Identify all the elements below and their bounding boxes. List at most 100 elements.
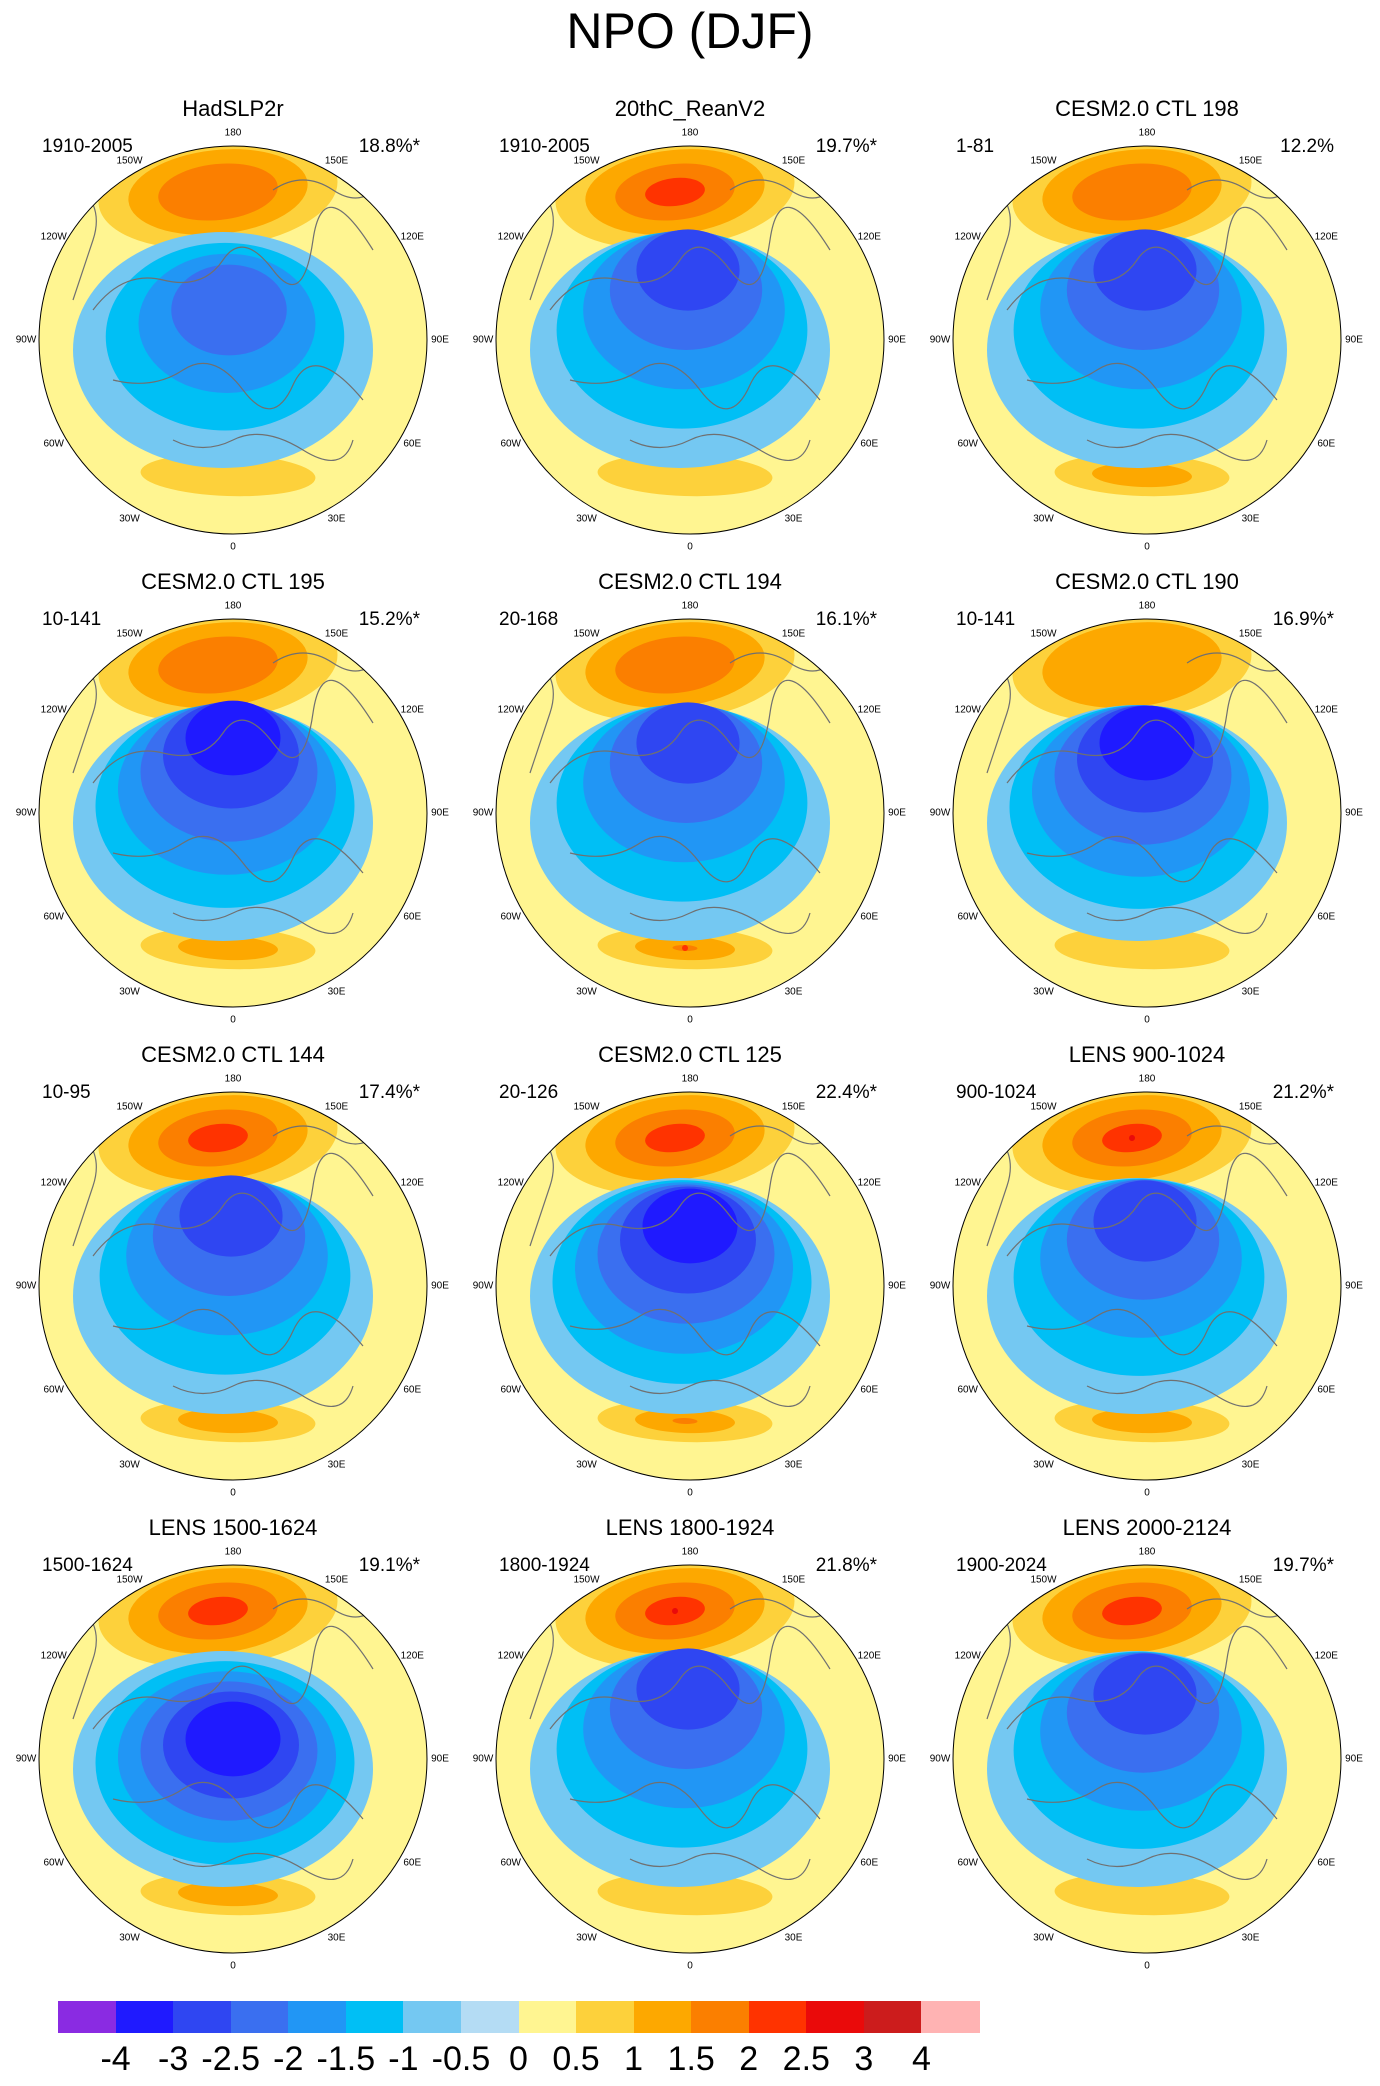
panel-3: CESM2.0 CTL 198 1-81 12.2% 180 150E 120E 90E 60… [919,0,1375,553]
longitude-label: 150W [573,1101,600,1113]
longitude-label: 90E [431,1753,449,1765]
panel-variance: 21.2%* [1272,1082,1334,1103]
map-border [952,145,1342,535]
longitude-label: 120E [857,704,881,715]
polar-low-contour [1099,705,1195,781]
map-border [495,145,885,535]
longitude-label: 90W [929,1753,951,1765]
polar-low-contour [1093,1180,1197,1262]
longitude-label: 30W [119,1932,140,1944]
colorbar-label: 2 [739,2040,759,2078]
longitude-label: 150E [324,1574,349,1586]
north-high-contour [615,636,735,694]
longitude-label: 120W [40,231,67,242]
longitude-label: 30E [327,513,346,525]
south-positive-contour [672,1417,698,1425]
polar-low-contour [185,1701,281,1777]
colorbar-label: -4 [100,2040,131,2078]
longitude-label: 30W [576,513,597,525]
longitude-label: 150W [1030,1574,1057,1586]
longitude-label: 180 [224,600,242,612]
panel-period: 10-141 [42,609,102,630]
colorbar-label: 1 [624,2040,644,2078]
north-high-contour [645,177,705,207]
panel-period: 1900-2024 [956,1555,1047,1576]
longitude-label: 150W [1030,1101,1057,1113]
coastline [549,206,831,311]
panel-title: LENS 1500-1624 [148,1515,318,1540]
panel-period: 1910-2005 [499,136,590,157]
colorbar-label: -3 [158,2040,189,2078]
colorbar-label: 1.5 [667,2040,715,2078]
longitude-label: 60E [1317,1857,1336,1868]
longitude-label: 0 [687,1014,693,1026]
colorbar-box [230,2001,289,2033]
coastline [1086,433,1268,461]
panel-title: CESM2.0 CTL 194 [598,569,782,594]
longitude-label: 30W [119,1459,140,1471]
longitude-label: 60E [403,1384,422,1395]
panel-title: CESM2.0 CTL 125 [598,1042,782,1067]
coastline [1006,206,1288,311]
longitude-label: 180 [224,1546,242,1558]
panel-variance: 16.1%* [815,609,877,630]
longitude-label: 180 [681,127,699,139]
coastline [172,1379,354,1407]
longitude-label: 120E [857,1650,881,1661]
longitude-label: 120E [400,1177,424,1188]
longitude-label: 150W [116,628,143,640]
coastline [549,1625,831,1730]
colorbar-box [633,2001,692,2033]
longitude-label: 180 [1138,1546,1156,1558]
colorbar-box [863,2001,922,2033]
panel-variance: 15.2%* [358,609,420,630]
colorbar-label: 2.5 [782,2040,830,2078]
panel-period: 1800-1924 [499,1555,590,1576]
longitude-label: 150E [1238,628,1263,640]
longitude-label: 120E [1314,1650,1338,1661]
coastline [569,362,821,410]
longitude-label: 30W [576,986,597,998]
map-border [38,1564,428,1954]
polar-map [952,618,1342,1008]
longitude-label: 0 [1144,1487,1150,1499]
longitude-label: 150W [573,1574,600,1586]
north-high-contour [672,1608,678,1614]
coastline [549,679,831,784]
longitude-label: 90E [888,334,906,346]
panel-title: CESM2.0 CTL 144 [141,1042,325,1067]
panel-variance: 19.1%* [358,1555,420,1576]
longitude-label: 90W [15,1753,37,1765]
north-high-contour [188,1596,248,1626]
longitude-label: 60E [1317,1384,1336,1395]
longitude-label: 30W [576,1459,597,1471]
longitude-label: 120W [497,1650,524,1661]
longitude-label: 60W [43,911,64,922]
longitude-label: 90W [15,334,37,346]
longitude-label: 0 [687,1487,693,1499]
panel-variance: 16.9%* [1272,609,1334,630]
longitude-label: 120W [497,704,524,715]
panel-12: LENS 2000-2124 1900-2024 19.7%* 180 150E 120E… [919,1419,1375,1972]
panel-title: CESM2.0 CTL 195 [141,569,325,594]
longitude-label: 90W [929,334,951,346]
panel-period: 1910-2005 [42,136,133,157]
longitude-label: 90W [15,1280,37,1292]
longitude-label: 90W [929,807,951,819]
longitude-label: 30E [1241,1932,1260,1944]
polar-map [38,1564,428,1954]
colorbar-box [58,2001,117,2033]
panel-variance: 19.7%* [815,136,877,157]
colorbar-label: 0 [509,2040,528,2078]
south-positive-contour [597,453,773,497]
panel-period: 1-81 [956,136,995,157]
panel-title: LENS 900-1024 [1068,1042,1226,1067]
map-border [952,1091,1342,1481]
coastline [629,433,811,461]
colorbar-label: -2 [273,2040,304,2078]
longitude-label: 30W [1033,513,1054,525]
polar-low-contour [171,264,287,356]
colorbar-box [288,2001,347,2033]
polar-map [495,1091,885,1481]
longitude-label: 150W [116,1101,143,1113]
